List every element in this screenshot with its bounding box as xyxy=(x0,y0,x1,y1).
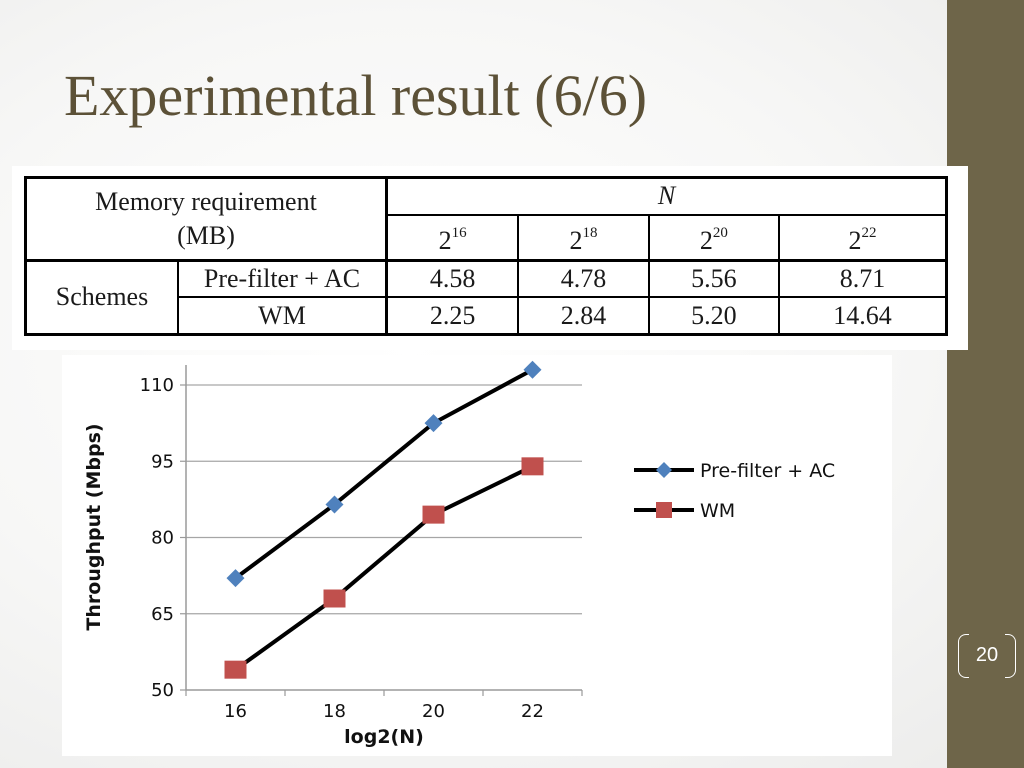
page-number-badge: 20 xyxy=(954,628,1020,684)
data-point-prefilter xyxy=(424,414,443,433)
value-cell: 4.58 xyxy=(385,258,520,299)
value-cell: 2.84 xyxy=(517,296,650,336)
scheme-name-cell: WM xyxy=(177,296,388,336)
n-base: 2 xyxy=(848,226,862,256)
table-row: 216 218 220 222 xyxy=(26,213,948,262)
y-tick-label: 95 xyxy=(151,451,174,472)
data-point-wm xyxy=(422,505,445,524)
bracket-left-icon xyxy=(958,634,969,678)
data-point-wm xyxy=(521,457,544,476)
value-cell: 5.20 xyxy=(647,296,781,336)
table-row: Schemes Pre-filter + AC 4.58 4.78 5.56 8… xyxy=(24,258,948,336)
n-base: 2 xyxy=(699,226,713,256)
schemes-label-cell: Schemes xyxy=(24,258,179,336)
legend-square-icon xyxy=(656,502,672,518)
n-base: 2 xyxy=(569,226,583,256)
y-tick-label: 50 xyxy=(151,680,174,701)
throughput-chart-svg: 50 65 80 95 110 16 18 20 22 Throughput (Mbps) l… xyxy=(83,360,835,748)
n-value-cell: 218 xyxy=(517,213,650,262)
chart-series xyxy=(224,360,544,679)
page-number: 20 xyxy=(975,644,999,666)
n-exponent: 18 xyxy=(582,225,598,242)
series-line-wm xyxy=(234,464,534,672)
value-cell: 4.78 xyxy=(517,258,650,299)
table-row: WM 2.25 2.84 5.20 14.64 xyxy=(26,296,948,336)
slide-title: Experimental result (6/6) xyxy=(64,63,648,128)
value-cell: 14.64 xyxy=(778,296,948,336)
memory-table: Memory requirement (MB) N 216 218 220 22… xyxy=(24,176,948,336)
memory-table-panel: Memory requirement (MB) N 216 218 220 22… xyxy=(12,166,968,350)
n-header-cell: N xyxy=(385,176,948,216)
value-cell: 5.56 xyxy=(647,258,781,299)
value-cell: 8.71 xyxy=(778,258,948,299)
n-base: 2 xyxy=(438,226,452,256)
memory-header-unit: (MB) xyxy=(177,220,235,250)
x-tick-label: 18 xyxy=(323,701,346,722)
y-tick-labels: 50 65 80 95 110 xyxy=(140,375,174,701)
bracket-right-icon xyxy=(1005,634,1016,678)
y-tick-label: 80 xyxy=(151,528,174,549)
x-tick-label: 16 xyxy=(224,701,247,722)
n-value-cell: 220 xyxy=(647,213,781,262)
series-line-prefilter xyxy=(234,367,534,580)
x-tick-labels: 16 18 20 22 xyxy=(224,701,544,722)
y-tick-label: 65 xyxy=(151,604,174,625)
legend-diamond-icon xyxy=(656,462,672,478)
data-point-prefilter xyxy=(523,360,542,379)
n-value-cell: 222 xyxy=(778,213,948,262)
throughput-chart: 50 65 80 95 110 16 18 20 22 Throughput (Mbps) l… xyxy=(62,355,892,756)
n-exponent: 20 xyxy=(712,225,728,242)
legend-label-prefilter: Pre-filter + AC xyxy=(700,460,835,482)
data-point-prefilter xyxy=(226,569,245,588)
data-point-wm xyxy=(224,660,247,679)
scheme-name-cell: Pre-filter + AC xyxy=(177,258,388,299)
memory-header-label: Memory requirement xyxy=(95,186,317,216)
data-point-prefilter xyxy=(325,495,344,514)
y-tick-label: 110 xyxy=(140,375,174,396)
n-exponent: 22 xyxy=(861,225,877,242)
value-cell: 2.25 xyxy=(385,296,520,336)
y-axis-title: Throughput (Mbps) xyxy=(83,423,105,630)
memory-header-cell: Memory requirement (MB) xyxy=(24,176,388,262)
legend-label-wm: WM xyxy=(700,500,735,522)
n-label: N xyxy=(657,181,676,211)
x-tick-label: 20 xyxy=(422,701,445,722)
table-row: Memory requirement (MB) N xyxy=(24,176,948,262)
x-axis-title: log2(N) xyxy=(344,726,424,748)
x-tick-label: 22 xyxy=(521,701,544,722)
data-point-wm xyxy=(323,589,346,608)
n-exponent: 16 xyxy=(451,225,467,242)
n-value-cell: 216 xyxy=(385,213,520,262)
chart-grid xyxy=(180,384,583,696)
chart-legend: Pre-filter + AC WM xyxy=(634,460,835,522)
